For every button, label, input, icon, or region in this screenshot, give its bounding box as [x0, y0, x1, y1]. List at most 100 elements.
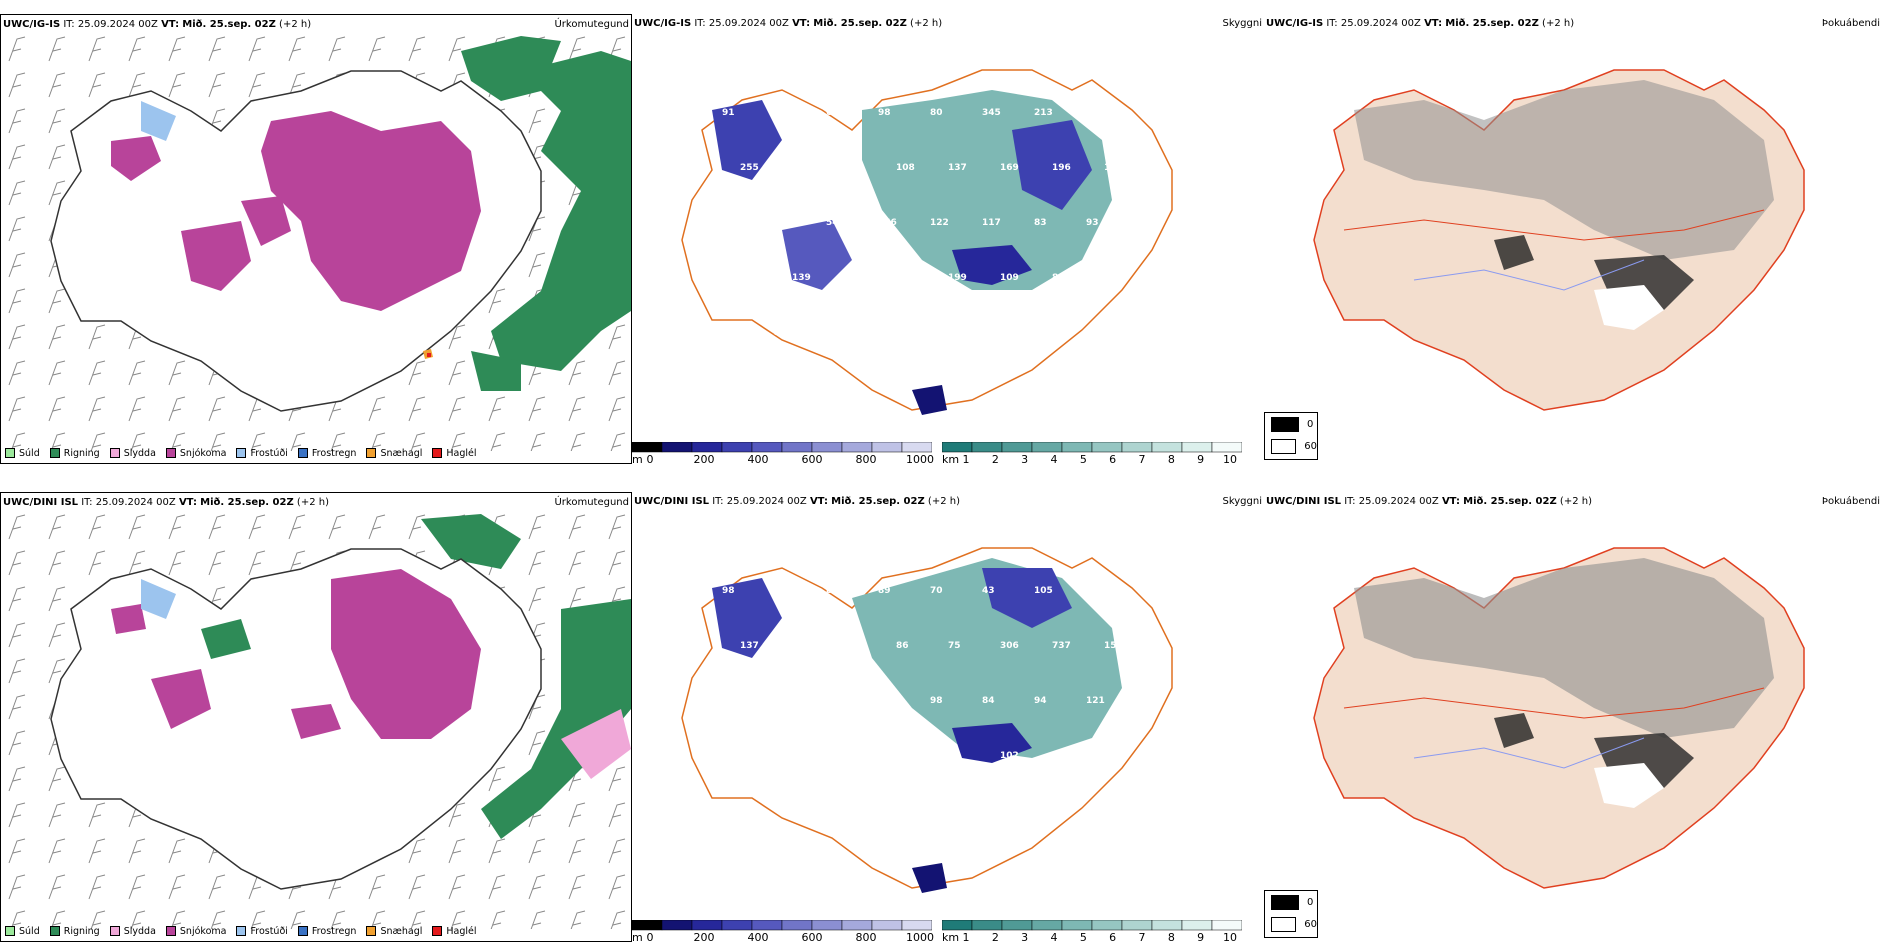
rain-area — [481, 599, 631, 839]
low-visibility-area — [712, 100, 782, 180]
visibility-value-label: 91 — [1086, 328, 1099, 338]
colorbar-swatch — [971, 441, 1003, 453]
visibility-value-label: 93 — [722, 218, 735, 228]
visibility-value-label: 187 — [1104, 163, 1123, 173]
rain-area — [461, 36, 561, 101]
colorbar-tick: 600 — [801, 931, 823, 944]
colorbar-swatch — [1211, 441, 1243, 453]
colorbar-tick: 4 — [1050, 453, 1058, 466]
visibility-labels: 91 52 62 98 80 345 213 217 255 242 302 108 137 169 196… — [722, 108, 1123, 338]
colorbar-m: m 0 200 400 600 800 1000 — [631, 439, 934, 469]
visibility-value-label: 199 — [948, 273, 967, 283]
field-name: Úrkomutegund — [554, 19, 629, 30]
visibility-value-label: 86 — [896, 641, 909, 651]
snow-area — [261, 111, 481, 311]
visibility-value-label: 54 — [826, 218, 839, 228]
low-visibility-area — [712, 578, 782, 658]
panel-header: UWC/DINI ISL IT: 25.09.2024 00Z VT: Mið.… — [1266, 496, 1592, 507]
visibility-value-label: 121 — [1086, 696, 1105, 706]
precip-type-panel: UWC/IG-IS IT: 25.09.2024 00Z VT: Mið. 25… — [0, 14, 632, 464]
colorbar-swatch — [781, 441, 813, 453]
colorbar-tick: 200 — [693, 453, 715, 466]
colorbar-tick: 200 — [693, 931, 715, 944]
colorbar-swatch — [721, 919, 753, 931]
visibility-value-label: 64 — [896, 273, 909, 283]
colorbar-tick: 10 — [1223, 453, 1237, 466]
visibility-value-label: 102 — [1000, 751, 1019, 761]
colorbar-swatch — [1121, 441, 1153, 453]
colorbar-tick: 7 — [1138, 453, 1146, 466]
field-name: Þokuábendi — [1821, 496, 1880, 507]
colorbar-swatch — [691, 441, 723, 453]
rain-area — [491, 51, 631, 371]
visibility-value-label: 69 — [774, 586, 787, 596]
fog-indicator-panel: UWC/DINI ISL IT: 25.09.2024 00Z VT: Mið.… — [1264, 492, 1900, 942]
sleet-area — [141, 101, 176, 141]
visibility-value-label: 90 — [1052, 751, 1065, 761]
visibility-value-label: 93 — [1086, 218, 1099, 228]
visibility-value-label: 119 — [982, 328, 1001, 338]
colorbar-swatch — [721, 441, 753, 453]
glacier-white — [1594, 763, 1664, 808]
visibility-value-label: 302 — [844, 163, 863, 173]
precip-type-map — [1, 31, 631, 451]
visibility-value-label: 153 — [1104, 641, 1123, 651]
visibility-value-label: 131 — [774, 696, 793, 706]
fog-shading — [1354, 558, 1774, 738]
visibility-value-label: 112 — [1034, 328, 1053, 338]
road-line — [1343, 687, 1765, 719]
colorbar-swatch — [1181, 919, 1213, 931]
colorbar-swatch — [631, 441, 663, 453]
colorbar-swatch — [811, 919, 843, 931]
visibility-value-label: 60 — [1086, 586, 1099, 596]
colorbar-tick: 1 — [962, 931, 970, 944]
visibility-panel: UWC/IG-IS IT: 25.09.2024 00Z VT: Mið. 25… — [631, 14, 1318, 466]
legend-item: Snæhagl — [366, 448, 422, 459]
visibility-value-label: 843 — [878, 696, 897, 706]
fog-shading — [1494, 713, 1534, 748]
model-name: UWC/DINI ISL — [634, 496, 710, 507]
visibility-value-label: 337 — [930, 328, 949, 338]
precip-legend: Súld Rigning Slydda Snjókoma Frostúði Fr… — [5, 923, 477, 939]
visibility-value-label: 345 — [792, 641, 811, 651]
visibility-value-label: 881 — [1052, 273, 1071, 283]
road-line — [1343, 209, 1765, 241]
colorbar-swatch — [971, 919, 1003, 931]
visibility-value-label: 98 — [930, 696, 943, 706]
visibility-value-label: 166 — [878, 218, 897, 228]
snow-area — [291, 704, 341, 739]
colorbar-km: km 1 2 3 4 5 6 7 8 9 10 — [941, 439, 1243, 469]
low-visibility-area — [1012, 120, 1092, 210]
fog-legend: 0 60 — [1264, 890, 1318, 938]
snow-area — [181, 221, 251, 291]
precip-type-map — [1, 509, 631, 929]
colorbar-swatch — [631, 919, 663, 931]
visibility-value-label: 213 — [1034, 108, 1053, 118]
snow-area — [111, 604, 146, 634]
colorbar-swatch — [841, 919, 873, 931]
low-visibility-area — [912, 385, 947, 415]
visibility-value-label: 139 — [792, 273, 811, 283]
visibility-value-label: 75 — [948, 641, 961, 651]
model-name: UWC/DINI ISL — [1266, 496, 1342, 507]
visibility-value-label: 106 — [774, 218, 793, 228]
colorbar-swatch — [1211, 919, 1243, 931]
hail-dot — [427, 353, 431, 357]
colorbar-tick: 1 — [962, 453, 970, 466]
visibility-value-label: 109 — [1000, 273, 1019, 283]
legend-item: Frostúði — [236, 926, 288, 937]
visibility-value-label: 84 — [982, 696, 995, 706]
colorbar-tick: 2 — [991, 453, 999, 466]
visibility-value-label: 137 — [948, 163, 967, 173]
cbar-unit: km — [942, 453, 960, 466]
visibility-panel: UWC/DINI ISL IT: 25.09.2024 00Z VT: Mið.… — [631, 492, 1318, 944]
snow-area — [151, 669, 211, 729]
field-name: Þokuábendi — [1821, 18, 1880, 29]
colorbar-swatch — [661, 441, 693, 453]
visibility-value-label: 306 — [1000, 641, 1019, 651]
precip-legend: Súld Rigning Slydda Snjókoma Frostúði Fr… — [5, 445, 477, 461]
visibility-value-label: 122 — [930, 218, 949, 228]
colorbar-tick: 400 — [747, 931, 769, 944]
fog-legend: 0 60 — [1264, 412, 1318, 460]
visibility-value-label: 196 — [1052, 163, 1071, 173]
